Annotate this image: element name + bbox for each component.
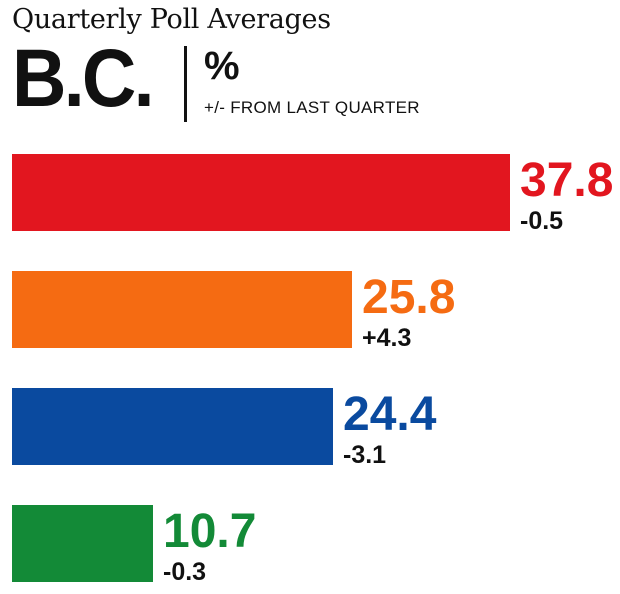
unit-label: % [204,44,240,88]
chart-title: Quarterly Poll Averages [12,4,331,35]
bar-value-label-4: 10.7 [163,505,256,558]
bar-2 [12,271,352,348]
bar-value-label-3: 24.4 [343,388,437,441]
bar-4 [12,505,153,582]
bar-change-label-3: -3.1 [343,441,386,469]
bar-value-label-2: 25.8 [362,271,455,324]
bar-3 [12,388,333,465]
chart-subtitle: +/- FROM LAST QUARTER [204,98,420,117]
header-divider [184,46,187,122]
bar-change-label-4: -0.3 [163,558,206,586]
region-label: B.C. [12,33,155,124]
bar-1 [12,154,510,231]
bar-change-label-1: -0.5 [520,207,563,235]
bar-value-label-1: 37.8 [520,154,613,207]
bar-change-label-2: +4.3 [362,324,411,352]
